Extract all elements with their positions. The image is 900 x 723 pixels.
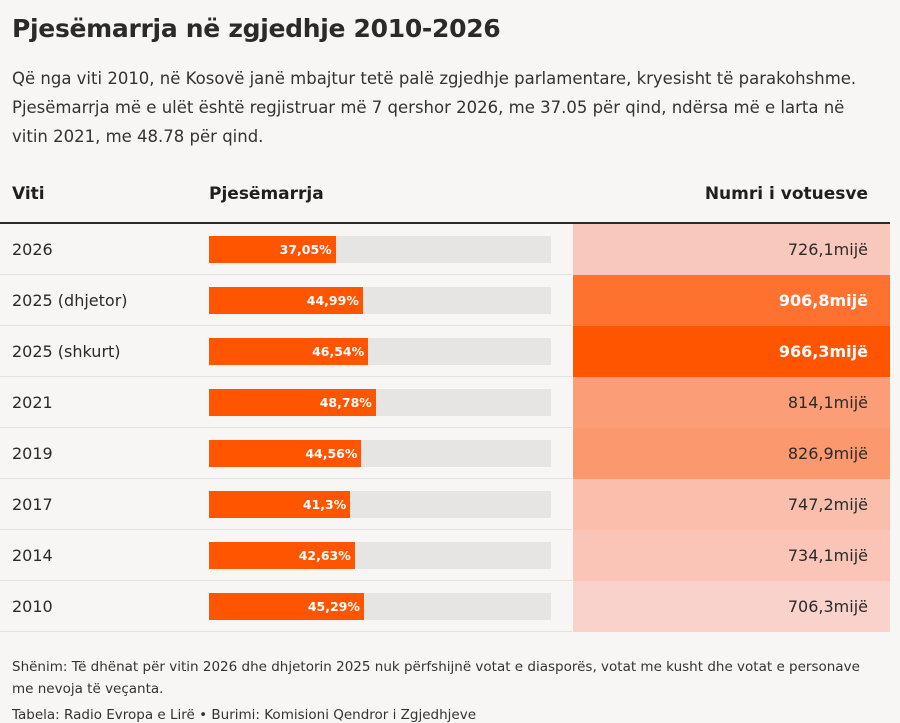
voters-value: 814,1mijë — [787, 393, 868, 412]
voters-value: 747,2mijë — [787, 495, 868, 514]
table-row: 2019 44,56% 826,9mijë — [0, 428, 890, 479]
participation-bar: 48,78% — [209, 389, 376, 416]
footnote: Shënim: Të dhënat për vitin 2026 dhe dhj… — [12, 659, 860, 697]
voters-cell: 734,1mijë — [573, 530, 890, 581]
row-divider — [0, 580, 572, 581]
row-divider — [0, 376, 572, 377]
voters-value: 734,1mijë — [787, 546, 868, 565]
voters-value: 706,3mijë — [787, 597, 868, 616]
voters-value: 966,3mijë — [778, 342, 868, 361]
table-row: 2010 45,29% 706,3mijë — [0, 581, 890, 632]
year-cell: 2019 — [12, 444, 53, 463]
column-header-voters: Numri i votuesve — [704, 184, 868, 204]
chart-title: Pjesëmarrja në zgjedhje 2010-2026 — [12, 14, 501, 43]
year-cell: 2017 — [12, 495, 53, 514]
participation-label: 42,63% — [298, 548, 351, 563]
table-row: 2021 48,78% 814,1mijë — [0, 377, 890, 428]
year-cell: 2025 (dhjetor) — [12, 291, 128, 310]
participation-bar-track: 48,78% — [209, 389, 551, 416]
voters-cell: 747,2mijë — [573, 479, 890, 530]
voters-cell: 726,1mijë — [573, 224, 890, 275]
table-row: 2025 (shkurt) 46,54% 966,3mijë — [0, 326, 890, 377]
voters-value: 826,9mijë — [787, 444, 868, 463]
table-row: 2026 37,05% 726,1mijë — [0, 224, 890, 275]
table-row: 2014 42,63% 734,1mijë — [0, 530, 890, 581]
voters-value: 906,8mijë — [778, 291, 868, 310]
participation-label: 46,54% — [312, 344, 365, 359]
source-line: Tabela: Radio Evropa e Lirë • Burimi: Ko… — [12, 707, 477, 723]
participation-bar-track: 37,05% — [209, 236, 551, 263]
row-divider — [0, 427, 572, 428]
participation-bar: 44,99% — [209, 287, 363, 314]
participation-bar-track: 46,54% — [209, 338, 551, 365]
table-row: 2017 41,3% 747,2mijë — [0, 479, 890, 530]
participation-label: 44,99% — [306, 293, 359, 308]
voters-cell: 826,9mijë — [573, 428, 890, 479]
participation-bar: 37,05% — [209, 236, 336, 263]
year-cell: 2010 — [12, 597, 53, 616]
participation-label: 45,29% — [307, 599, 360, 614]
row-divider — [0, 274, 572, 275]
row-divider — [0, 478, 572, 479]
participation-bar: 42,63% — [209, 542, 355, 569]
voters-value: 726,1mijë — [787, 240, 868, 259]
voters-cell: 966,3mijë — [573, 326, 890, 377]
table-row: 2025 (dhjetor) 44,99% 906,8mijë — [0, 275, 890, 326]
year-cell: 2021 — [12, 393, 53, 412]
header-divider — [0, 222, 890, 224]
row-divider — [0, 529, 572, 530]
participation-bar-track: 44,56% — [209, 440, 551, 467]
participation-label: 41,3% — [302, 497, 347, 512]
voters-cell: 906,8mijë — [573, 275, 890, 326]
year-cell: 2014 — [12, 546, 53, 565]
participation-bar: 44,56% — [209, 440, 362, 467]
column-header-participation: Pjesëmarrja — [209, 184, 324, 204]
participation-bar: 46,54% — [209, 338, 369, 365]
voters-cell: 814,1mijë — [573, 377, 890, 428]
participation-label: 37,05% — [279, 242, 332, 257]
participation-bar-track: 44,99% — [209, 287, 551, 314]
participation-bar-track: 45,29% — [209, 593, 551, 620]
column-header-year: Viti — [12, 184, 45, 204]
chart-description: Që nga viti 2010, në Kosovë janë mbajtur… — [12, 69, 857, 146]
participation-bar-track: 41,3% — [209, 491, 551, 518]
participation-bar: 41,3% — [209, 491, 351, 518]
year-cell: 2026 — [12, 240, 53, 259]
participation-bar: 45,29% — [209, 593, 364, 620]
row-divider — [0, 631, 572, 632]
participation-label: 48,78% — [319, 395, 372, 410]
table-body: 2026 37,05% 726,1mijë 2025 (dhjetor) 44,99% 9… — [0, 224, 890, 632]
participation-label: 44,56% — [305, 446, 358, 461]
row-divider — [0, 325, 572, 326]
participation-bar-track: 42,63% — [209, 542, 551, 569]
year-cell: 2025 (shkurt) — [12, 342, 121, 361]
voters-cell: 706,3mijë — [573, 581, 890, 632]
